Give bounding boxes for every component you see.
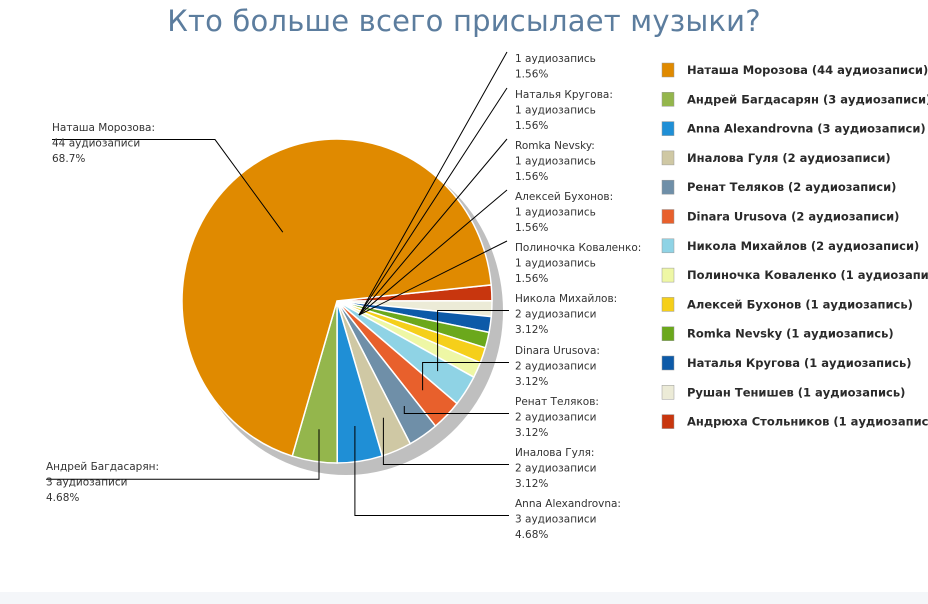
leader-line-никола-михайлов bbox=[437, 309, 510, 372]
bottom-strip bbox=[0, 592, 928, 604]
legend-item-наталья-кругова: Наталья Кругова (1 аудиозапись) bbox=[687, 356, 912, 370]
legend-item-полиночка-коваленко: Полиночка Коваленко (1 аудиозапись bbox=[687, 268, 928, 282]
legend-swatch-андрей-багдасарян bbox=[661, 92, 675, 107]
pie-label-anna-alexandrovna: 3 аудиозаписи bbox=[515, 514, 596, 526]
pie-label-андрей-багдасарян: 3 аудиозаписи bbox=[46, 477, 127, 489]
pie-label-полиночка-коваленко: 1 аудиозапись bbox=[515, 258, 596, 270]
pie-label-рушан-тенишев: 1.56% bbox=[515, 69, 548, 81]
leader-line-romka-nevsky bbox=[358, 138, 508, 316]
legend-swatch-anna-alexandrovna bbox=[661, 121, 675, 136]
pie-label-anna-alexandrovna: Anna Alexandrovna: bbox=[515, 498, 621, 510]
pie-label-андрей-багдасарян: Андрей Багдасарян: bbox=[46, 461, 159, 473]
leader-line-иналова-гуля bbox=[382, 417, 510, 466]
pie-label-никола-михайлов: 3.12% bbox=[515, 324, 548, 336]
legend-item-anna-alexandrovna: Anna Alexandrovna (3 аудиозаписи) bbox=[687, 122, 926, 136]
legend-item-иналова-гуля: Иналова Гуля (2 аудиозаписи) bbox=[687, 151, 891, 165]
legend-item-никола-михайлов: Никола Михайлов (2 аудиозаписи) bbox=[687, 239, 919, 253]
pie-label-наталья-кругова: 1 аудиозапись bbox=[515, 105, 596, 117]
legend-item-dinara-urusova: Dinara Urusova (2 аудиозаписи) bbox=[687, 210, 899, 224]
legend-item-наташа-морозова: Наташа Морозова (44 аудиозаписи) bbox=[687, 63, 928, 77]
pie-label-иналова-гуля: 2 аудиозаписи bbox=[515, 463, 596, 475]
pie-label-никола-михайлов: Никола Михайлов: bbox=[515, 293, 617, 305]
pie-label-алексей-бухонов: 1.56% bbox=[515, 222, 548, 234]
legend-item-алексей-бухонов: Алексей Бухонов (1 аудиозапись) bbox=[687, 297, 913, 311]
legend-swatch-андрюха-стольников bbox=[661, 414, 675, 429]
legend-swatch-dinara-urusova bbox=[661, 209, 675, 224]
pie-label-наташа-морозова: 68.7% bbox=[52, 153, 85, 165]
pie-label-romka-nevsky: 1.56% bbox=[515, 171, 548, 183]
legend: Наташа Морозова (44 аудиозаписи) Андрей Б… bbox=[661, 62, 928, 429]
pie-label-anna-alexandrovna: 4.68% bbox=[515, 529, 548, 541]
pie-label-dinara-urusova: Dinara Urusova: bbox=[515, 345, 600, 357]
legend-swatch-алексей-бухонов bbox=[661, 297, 675, 312]
pie-label-наташа-морозова: 44 аудиозаписи bbox=[52, 138, 140, 150]
legend-swatch-ренат-теляков bbox=[661, 179, 675, 195]
legend-swatch-рушан-тенишев bbox=[661, 385, 675, 400]
pie-label-romka-nevsky: 1 аудиозапись bbox=[515, 156, 596, 168]
pie-label-dinara-urusova: 3.12% bbox=[515, 376, 548, 388]
pie-label-алексей-бухонов: Алексей Бухонов: bbox=[515, 191, 613, 203]
chart-title: Кто больше всего присылает музыки? bbox=[167, 4, 761, 38]
leader-line-наташа-морозова bbox=[52, 139, 284, 233]
pie-label-никола-михайлов: 2 аудиозаписи bbox=[515, 309, 596, 321]
pie-label-полиночка-коваленко: 1.56% bbox=[515, 273, 548, 285]
legend-swatch-наталья-кругова bbox=[661, 355, 675, 371]
legend-swatch-romka-nevsky bbox=[661, 326, 675, 341]
legend-item-romka-nevsky: Romka Nevsky (1 аудиозапись) bbox=[687, 327, 894, 341]
legend-item-рушан-тенишев: Рушан Тенишев (1 аудиозапись) bbox=[687, 385, 905, 399]
legend-item-ренат-теляков: Ренат Теляков (2 аудиозаписи) bbox=[687, 180, 896, 194]
pie-label-ренат-теляков: Ренат Теляков: bbox=[515, 396, 599, 408]
leader-line-рушан-тенишев bbox=[358, 51, 508, 316]
pie-label-полиночка-коваленко: Полиночка Коваленко: bbox=[515, 242, 641, 254]
pie-label-наталья-кругова: Наталья Кругова: bbox=[515, 89, 613, 101]
legend-swatch-иналова-гуля bbox=[661, 150, 675, 166]
leader-line-ренат-теляков bbox=[403, 406, 510, 415]
leader-line-алексей-бухонов bbox=[358, 189, 508, 316]
leader-line-наталья-кругова bbox=[358, 87, 508, 316]
leader-line-андрей-багдасарян bbox=[46, 429, 320, 480]
legend-item-андрюха-стольников: Андрюха Стольников (1 аудиозапись) bbox=[687, 415, 928, 429]
legend-swatch-полиночка-коваленко bbox=[661, 267, 675, 283]
legend-swatch-наташа-морозова bbox=[661, 62, 675, 78]
pie-label-ренат-теляков: 3.12% bbox=[515, 427, 548, 439]
pie-label-dinara-urusova: 2 аудиозаписи bbox=[515, 361, 596, 373]
pie-label-иналова-гуля: 3.12% bbox=[515, 478, 548, 490]
pie-label-наташа-морозова: Наташа Морозова: bbox=[52, 122, 155, 134]
pie-label-ренат-теляков: 2 аудиозаписи bbox=[515, 412, 596, 424]
pie-label-андрей-багдасарян: 4.68% bbox=[46, 492, 79, 504]
pie-label-рушан-тенишев: 1 аудиозапись bbox=[515, 53, 596, 65]
leader-line-dinara-urusova bbox=[422, 361, 510, 391]
legend-swatch-никола-михайлов bbox=[661, 238, 675, 254]
pie-label-наталья-кругова: 1.56% bbox=[515, 120, 548, 132]
pie-label-иналова-гуля: Иналова Гуля: bbox=[515, 447, 594, 459]
pie-label-алексей-бухонов: 1 аудиозапись bbox=[515, 207, 596, 219]
leader-line-anna-alexandrovna bbox=[354, 426, 510, 517]
legend-item-андрей-багдасарян: Андрей Багдасарян (3 аудиозаписи) bbox=[687, 92, 928, 106]
leader-line-полиночка-коваленко bbox=[358, 240, 508, 316]
pie-label-romka-nevsky: Romka Nevsky: bbox=[515, 140, 595, 152]
